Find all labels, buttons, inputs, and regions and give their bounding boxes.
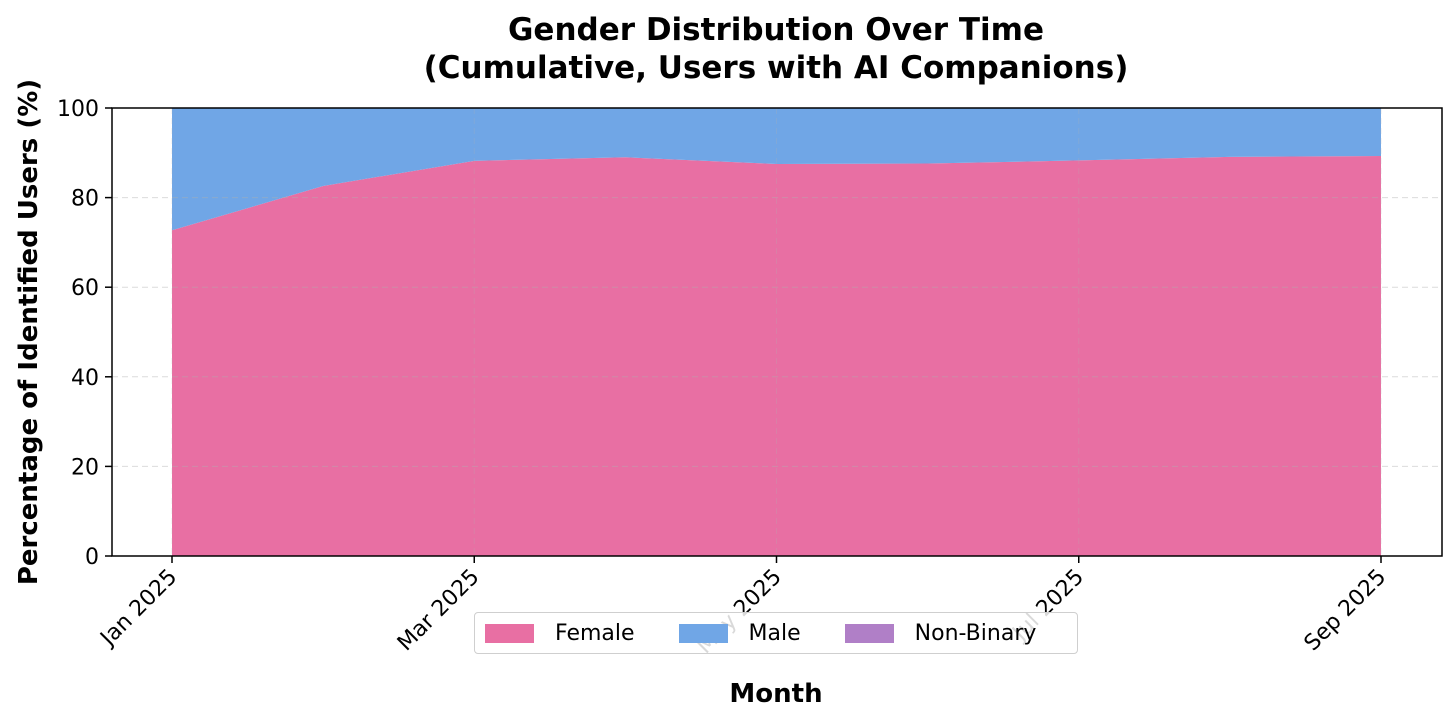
legend-swatch-male: [678, 623, 728, 643]
legend-label-female: Female: [555, 620, 635, 646]
y-tick-label: 80: [71, 187, 99, 212]
chart-title-line2: (Cumulative, Users with AI Companions): [424, 50, 1129, 86]
y-axis-label: Percentage of Identified Users (%): [14, 79, 44, 585]
legend-swatch-non-binary: [844, 623, 894, 643]
chart-title-line1: Gender Distribution Over Time: [508, 12, 1044, 48]
y-tick-label: 40: [71, 366, 99, 391]
y-tick-label: 60: [71, 276, 99, 301]
legend-item-male: Male: [678, 620, 801, 646]
x-axis-label: Month: [729, 679, 822, 709]
y-tick-label: 20: [71, 455, 99, 480]
legend-label-non-binary: Non-Binary: [914, 620, 1037, 646]
legend-swatch-female: [485, 623, 534, 643]
x-tick-label: Mar 2025: [393, 565, 485, 657]
y-tick-label: 0: [85, 545, 99, 570]
x-tick-label: Sep 2025: [1300, 565, 1392, 657]
area-male: [172, 108, 1381, 231]
legend-label-male: Male: [748, 620, 801, 646]
legend-item-female: Female: [485, 621, 635, 646]
grid-layer: [112, 108, 1442, 556]
y-tick-layer: 0 20 40 60 80 100: [57, 97, 112, 570]
legend: Female Male Non-Binary: [474, 612, 1078, 654]
area-female: [172, 155, 1381, 556]
area-layer: [172, 108, 1381, 556]
legend-item-non-binary: Non-Binary: [844, 620, 1037, 646]
y-tick-label: 100: [57, 97, 99, 122]
x-tick-label: Jan 2025: [95, 565, 183, 653]
